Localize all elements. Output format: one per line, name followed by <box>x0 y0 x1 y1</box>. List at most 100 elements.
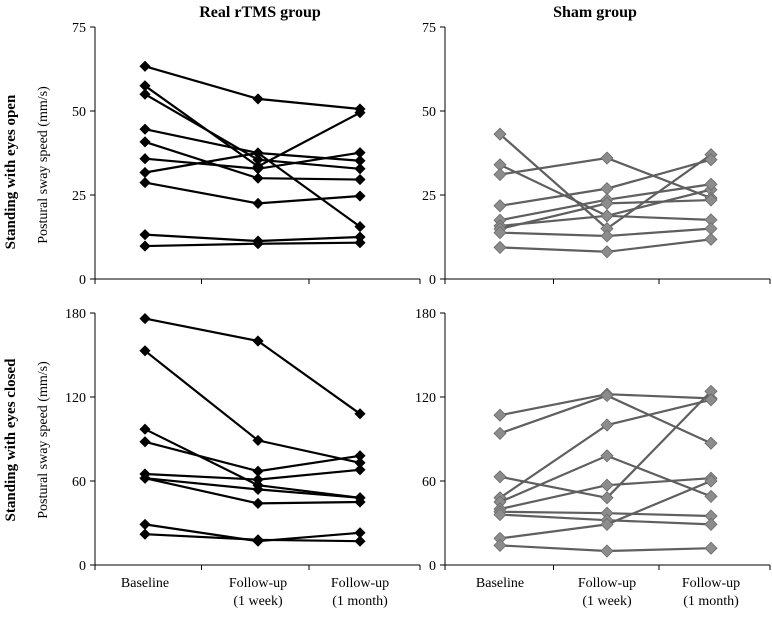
panel-real-eyes-open: 0 25 50 75 <box>72 21 421 288</box>
data-point <box>600 182 614 196</box>
data-point <box>493 408 507 422</box>
y-tick-label: 75 <box>72 21 86 36</box>
data-point <box>704 153 718 167</box>
x-tick-label: Baseline <box>476 576 524 591</box>
y-tick-label: 0 <box>79 559 86 574</box>
y-tick-label: 180 <box>65 307 86 322</box>
data-point <box>493 470 507 484</box>
series-line <box>144 65 361 111</box>
data-point <box>354 173 366 186</box>
x-tick-label: Follow-up <box>331 576 389 591</box>
ylabel-bottom-left: Postural sway speed (mm/s) <box>36 361 51 519</box>
y-tick-label: 120 <box>415 391 436 406</box>
data-point <box>139 436 151 448</box>
data-point <box>600 245 614 259</box>
data-point <box>600 449 614 463</box>
data-point <box>600 491 614 505</box>
y-tick-label: 25 <box>422 189 436 204</box>
data-point <box>139 229 151 241</box>
data-point <box>252 434 264 446</box>
data-point <box>139 153 151 165</box>
x-tick-labels-right: Baseline Follow-up (1 week) Follow-up (1 mon… <box>476 576 740 609</box>
data-point <box>252 172 264 184</box>
y-tick-label: 50 <box>422 105 436 120</box>
series-S6 <box>139 472 366 504</box>
data-point <box>493 199 507 213</box>
data-point <box>139 345 151 357</box>
panel-sham-eyes-open: 0 25 50 75 <box>422 21 771 288</box>
data-point <box>600 229 614 243</box>
data-point <box>139 136 151 148</box>
y-tick-label: 0 <box>429 273 436 288</box>
data-point <box>252 497 264 509</box>
series-S9 <box>493 474 718 545</box>
data-point <box>600 418 614 432</box>
y-tick-label: 60 <box>422 475 436 490</box>
data-point <box>139 472 151 484</box>
data-point <box>704 489 718 503</box>
row-label-eyes-open: Standing with eyes open <box>3 94 19 249</box>
x-tick-label: (1 month) <box>683 594 739 609</box>
series-line <box>144 477 361 499</box>
series-line <box>144 233 361 243</box>
series-S5 <box>493 449 718 509</box>
data-point <box>600 151 614 165</box>
data-point <box>252 163 264 175</box>
series-line <box>144 181 361 205</box>
series-S5 <box>139 464 366 486</box>
y-tick-label: 0 <box>429 559 436 574</box>
data-point <box>600 544 614 558</box>
data-point <box>600 196 614 210</box>
series-line <box>499 394 712 445</box>
series-S3 <box>493 384 718 505</box>
data-point <box>252 147 264 159</box>
series-line <box>144 468 361 481</box>
series-S4 <box>139 123 366 167</box>
x-tick-label: (1 week) <box>582 594 632 609</box>
panel-sham-eyes-closed: 0 60 120 180 <box>415 307 771 574</box>
data-point <box>252 335 264 347</box>
data-point <box>704 517 718 531</box>
x-tick-labels-left: Baseline Follow-up (1 week) Follow-up (1 mon… <box>121 576 389 609</box>
data-point <box>600 389 614 403</box>
data-point <box>139 240 151 252</box>
data-point <box>600 517 614 531</box>
x-tick-label: (1 week) <box>233 594 283 609</box>
data-point <box>354 464 366 476</box>
series-S10 <box>139 237 366 252</box>
series-S8 <box>139 177 366 209</box>
series-S4 <box>139 436 366 477</box>
ylabel-top-left: Postural sway speed (mm/s) <box>36 86 51 244</box>
y-tick-label: 25 <box>72 189 86 204</box>
y-tick-label: 0 <box>79 273 86 288</box>
data-point <box>704 177 718 191</box>
data-point <box>252 534 264 546</box>
data-point <box>704 193 718 207</box>
x-tick-label: Follow-up <box>229 576 287 591</box>
data-point <box>493 240 507 254</box>
data-point <box>354 496 366 508</box>
data-point <box>139 177 151 189</box>
series-line <box>144 428 361 499</box>
series-S2 <box>139 345 366 469</box>
data-point <box>704 474 718 488</box>
row-label-eyes-closed: Standing with eyes closed <box>3 358 19 522</box>
series-S8 <box>493 222 718 243</box>
data-point <box>704 393 718 407</box>
y-tick-label: 50 <box>72 105 86 120</box>
data-point <box>704 541 718 555</box>
data-point <box>252 197 264 209</box>
data-point <box>354 107 366 119</box>
series-S8 <box>139 518 366 547</box>
data-point <box>139 123 151 135</box>
data-point <box>600 209 614 223</box>
data-point <box>354 147 366 159</box>
data-point <box>139 518 151 530</box>
series-S3 <box>139 88 366 175</box>
y-tick-label: 120 <box>65 391 86 406</box>
data-point <box>252 238 264 250</box>
series-line <box>144 241 361 248</box>
data-point <box>493 508 507 522</box>
data-point <box>354 535 366 547</box>
data-point <box>600 478 614 492</box>
